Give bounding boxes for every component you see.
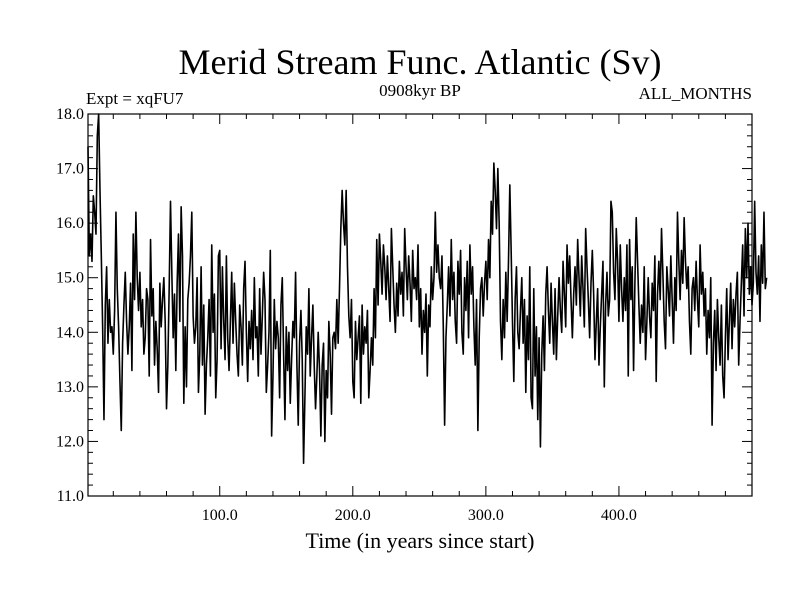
period-label: 0908kyr BP [379,81,461,100]
y-tick-label: 11.0 [57,488,84,505]
months-label: ALL_MONTHS [639,84,752,103]
x-tick-label: 300.0 [468,507,504,524]
y-tick-label: 14.0 [56,324,84,341]
x-axis-label: Time (in years since start) [306,528,535,553]
series-line-0 [87,113,768,465]
y-tick-label: 16.0 [56,215,84,232]
x-tick-label: 200.0 [335,507,371,524]
plot-frame [87,113,753,497]
y-tick-label: 18.0 [56,106,84,123]
y-tick-label: 13.0 [56,379,84,396]
plot-area [87,113,768,465]
chart-title: Merid Stream Func. Atlantic (Sv) [179,42,662,82]
x-tick-label: 400.0 [601,507,637,524]
y-tick-label: 15.0 [56,270,84,287]
axes: 11.0 12.0 13.0 14.0 15.0 16.0 17.0 18.0 100.0 200… [56,106,753,524]
experiment-label: Expt = xqFU7 [86,89,184,108]
x-tick-label: 100.0 [202,507,238,524]
y-tick-label: 17.0 [56,161,84,178]
y-tick-label: 12.0 [56,433,84,450]
